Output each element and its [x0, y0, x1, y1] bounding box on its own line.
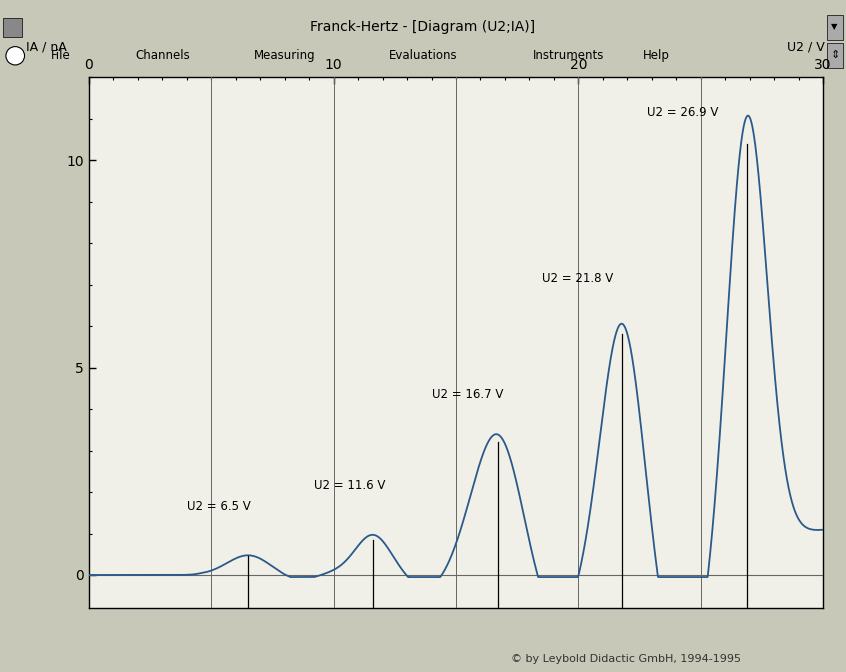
Text: IA / nA: IA / nA	[26, 40, 67, 53]
Text: © by Leybold Didactic GmbH, 1994-1995: © by Leybold Didactic GmbH, 1994-1995	[511, 654, 741, 663]
Text: Help: Help	[643, 48, 670, 62]
FancyBboxPatch shape	[827, 43, 843, 69]
Text: Evaluations: Evaluations	[389, 48, 458, 62]
Text: U2 = 11.6 V: U2 = 11.6 V	[314, 479, 386, 492]
Text: ▼: ▼	[831, 22, 838, 31]
Text: Measuring: Measuring	[254, 48, 316, 62]
Text: U2 = 16.7 V: U2 = 16.7 V	[431, 388, 503, 401]
Text: Channels: Channels	[135, 48, 190, 62]
Ellipse shape	[6, 46, 25, 65]
Text: ⇕: ⇕	[830, 50, 840, 60]
Text: Franck-Hertz - [Diagram (U2;IA)]: Franck-Hertz - [Diagram (U2;IA)]	[310, 20, 536, 34]
Text: U2 = 26.9 V: U2 = 26.9 V	[647, 106, 718, 119]
Text: File: File	[51, 48, 70, 62]
Text: U2 = 6.5 V: U2 = 6.5 V	[187, 500, 250, 513]
FancyBboxPatch shape	[827, 15, 843, 40]
Text: U2 / V: U2 / V	[787, 40, 825, 53]
FancyBboxPatch shape	[3, 17, 22, 38]
Text: U2 = 21.8 V: U2 = 21.8 V	[541, 271, 613, 285]
Text: Instruments: Instruments	[533, 48, 604, 62]
